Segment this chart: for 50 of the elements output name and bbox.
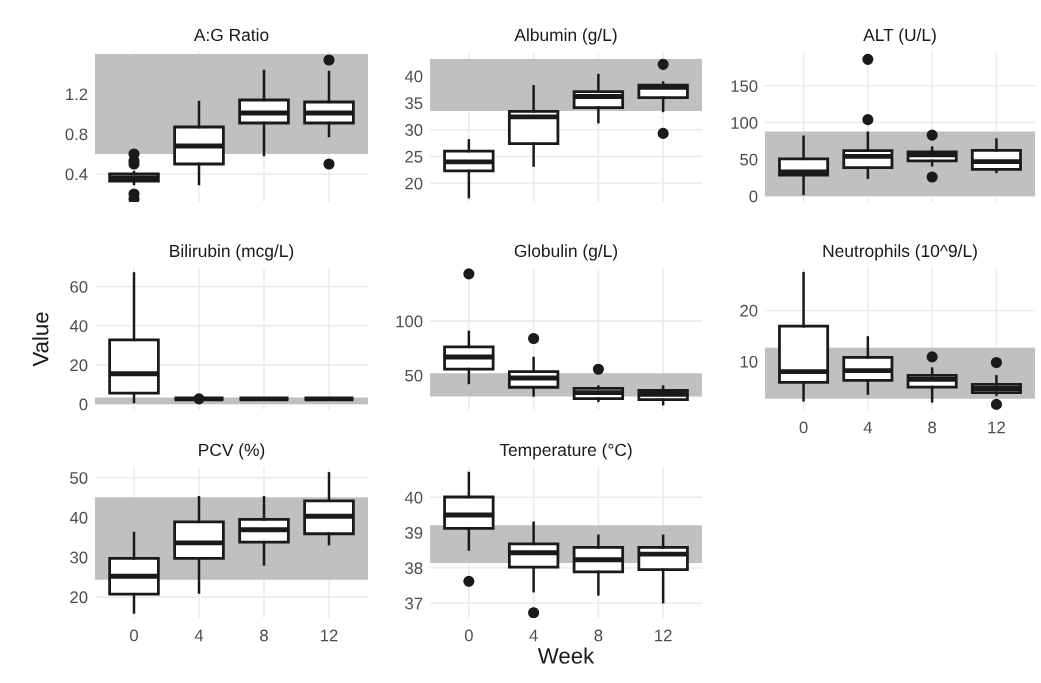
y-tick-label: 0 (79, 398, 88, 411)
x-tick-label: 4 (194, 629, 204, 642)
chart-title: PCV (%) (199, 443, 265, 460)
y-tick-label: 150 (731, 80, 758, 93)
y-tick-label: 20 (740, 304, 758, 317)
y-tick-label: 20 (405, 177, 423, 190)
chart-title: Globulin (g/L) (514, 244, 618, 261)
x-tick-label: 0 (464, 629, 473, 642)
y-tick-label: 50 (405, 369, 423, 382)
chart-title: Neutrophils (10^9/L) (823, 244, 977, 261)
x-tick-label: 8 (928, 421, 937, 434)
y-tick-label: 30 (70, 551, 88, 564)
y-tick-label: 60 (70, 281, 88, 293)
y-tick-label: 50 (70, 472, 88, 484)
y-tick-label: 10 (740, 355, 758, 368)
chart-title: Temperature (°C) (499, 443, 632, 460)
y-tick-label: 0 (749, 190, 758, 203)
y-tick-label: 35 (405, 97, 423, 110)
x-tick-label: 0 (130, 629, 138, 642)
x-tick-label: 8 (594, 629, 603, 642)
x-tick-label: 12 (321, 629, 338, 642)
x-axis-title: Week (537, 647, 595, 664)
y-tick-label: 40 (404, 70, 423, 83)
chart-title: A:G Ratio (193, 28, 269, 42)
y-tick-label: 20 (70, 591, 88, 604)
x-tick-label: 0 (799, 421, 808, 434)
y-tick-label: 39 (405, 527, 423, 539)
x-tick-label: 12 (988, 421, 1005, 434)
y-tick-label: 20 (70, 359, 88, 372)
y-tick-label: 100 (396, 315, 423, 328)
y-tick-label: 40 (69, 320, 88, 332)
y-tick-label: 0.8 (65, 128, 88, 141)
y-tick-label: 25 (405, 150, 423, 163)
y-tick-label: 37 (405, 597, 423, 610)
chart-title: Bilirubin (mcg/L) (170, 244, 294, 261)
y-tick-label: 40 (69, 511, 88, 524)
x-tick-label: 8 (260, 629, 268, 642)
chart-title: ALT (U/L) (863, 28, 936, 45)
y-tick-label: 38 (405, 562, 423, 575)
y-tick-label: 100 (731, 116, 758, 129)
y-tick-label: 1.2 (66, 88, 88, 101)
x-tick-label: 12 (655, 629, 672, 642)
chart-title: Albumin (g/L) (514, 28, 617, 45)
x-tick-label: 4 (529, 629, 538, 642)
y-tick-label: 50 (740, 153, 758, 166)
y-tick-label: 40 (404, 491, 423, 504)
y-axis-title: Value (32, 312, 49, 367)
x-tick-label: 4 (863, 421, 872, 434)
y-tick-label: 30 (405, 124, 423, 136)
y-tick-label: 0.4 (65, 168, 88, 181)
